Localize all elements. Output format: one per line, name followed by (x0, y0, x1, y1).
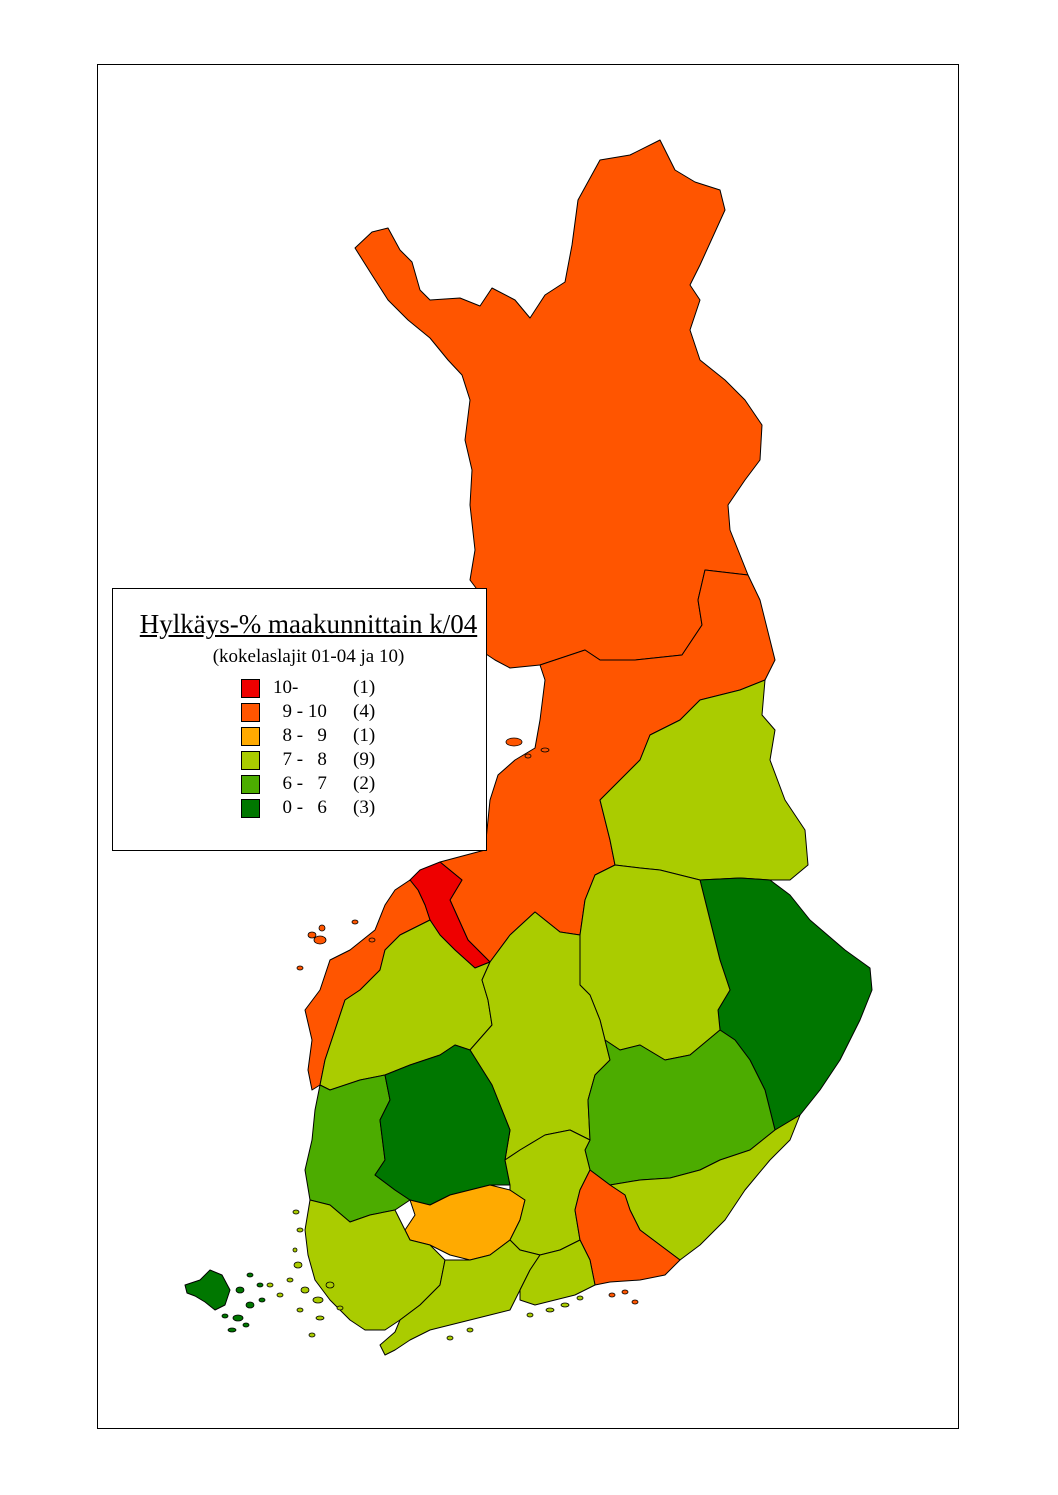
legend-swatch (241, 703, 260, 722)
legend-title: Hylkäys-% maakunnittain k/04 (113, 609, 486, 640)
legend-range: 7 - 8 (273, 749, 343, 771)
legend-count: (2) (353, 773, 375, 795)
legend-range: 9 - 10 (273, 701, 343, 723)
legend-range: 0 - 6 (273, 797, 343, 819)
legend-box: Hylkäys-% maakunnittain k/04 (kokelaslaj… (112, 588, 487, 851)
legend-range: 8 - 9 (273, 725, 343, 747)
legend-swatch (241, 775, 260, 794)
legend-count: (3) (353, 797, 375, 819)
legend-range: 10- (273, 677, 343, 699)
legend-swatch (241, 799, 260, 818)
legend-count: (4) (353, 701, 375, 723)
legend-range: 6 - 7 (273, 773, 343, 795)
legend-subtitle: (kokelaslajit 01-04 ja 10) (113, 646, 486, 668)
legend-count: (9) (353, 749, 375, 771)
legend-count: (1) (353, 677, 375, 699)
legend-count: (1) (353, 725, 375, 747)
legend-swatch (241, 679, 260, 698)
legend-swatch (241, 751, 260, 770)
legend-swatch (241, 727, 260, 746)
